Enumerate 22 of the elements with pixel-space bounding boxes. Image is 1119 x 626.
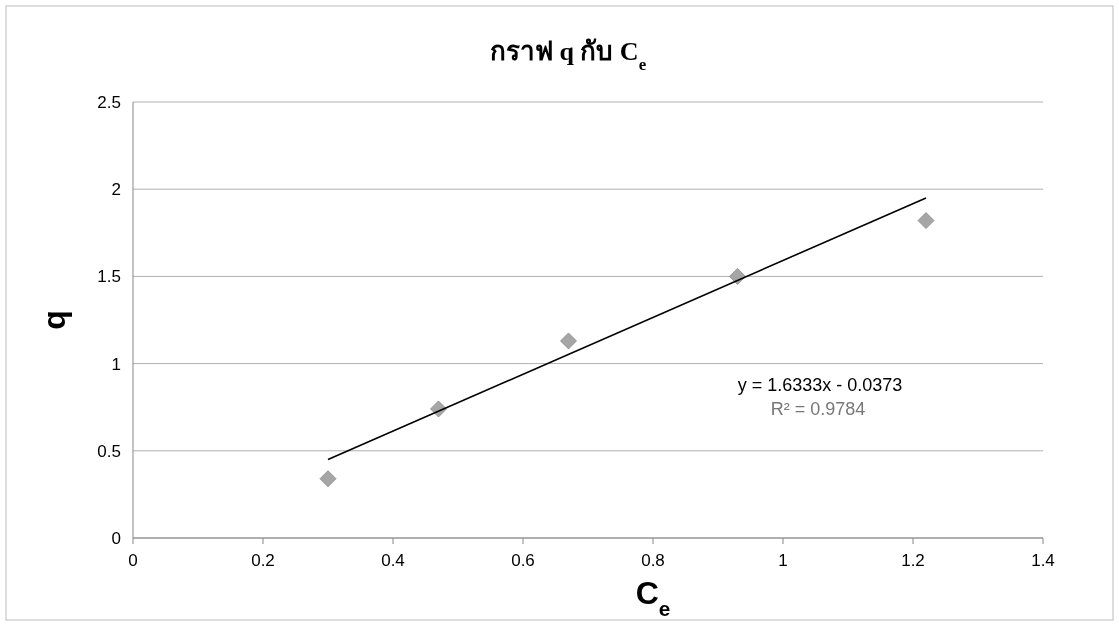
y-tick-label: 1.5 — [97, 267, 121, 287]
point — [917, 212, 935, 229]
x-tick-label: 0.4 — [381, 551, 405, 570]
annotation: y = 1.6333x - 0.0373 — [737, 375, 903, 395]
annotation: R² = 0.9784 — [770, 399, 866, 419]
x-tick-label: 1 — [778, 551, 788, 570]
y-tick-label: 2.5 — [97, 93, 121, 112]
x-tick-label: 0 — [128, 551, 138, 570]
x-tick-label: 0.6 — [511, 551, 535, 570]
chart-title: กราฟ q กับ C$_{e}$ — [489, 37, 647, 74]
y-tick-label: 0.5 — [97, 441, 121, 461]
y-tick-label: 2 — [111, 180, 121, 200]
x-axis-title: C$_{e}$ — [635, 575, 671, 620]
x-tick-label: 0.8 — [641, 551, 665, 570]
x-tick-label: 1.4 — [1031, 551, 1055, 570]
point — [560, 332, 577, 350]
x-tick-label: 1.2 — [901, 551, 925, 570]
y-tick-label: 0 — [111, 529, 121, 548]
y-tick-label: 1 — [111, 354, 121, 374]
y-axis-title: q — [36, 310, 72, 330]
point — [319, 470, 337, 488]
x-tick-label: 0.2 — [251, 551, 275, 570]
